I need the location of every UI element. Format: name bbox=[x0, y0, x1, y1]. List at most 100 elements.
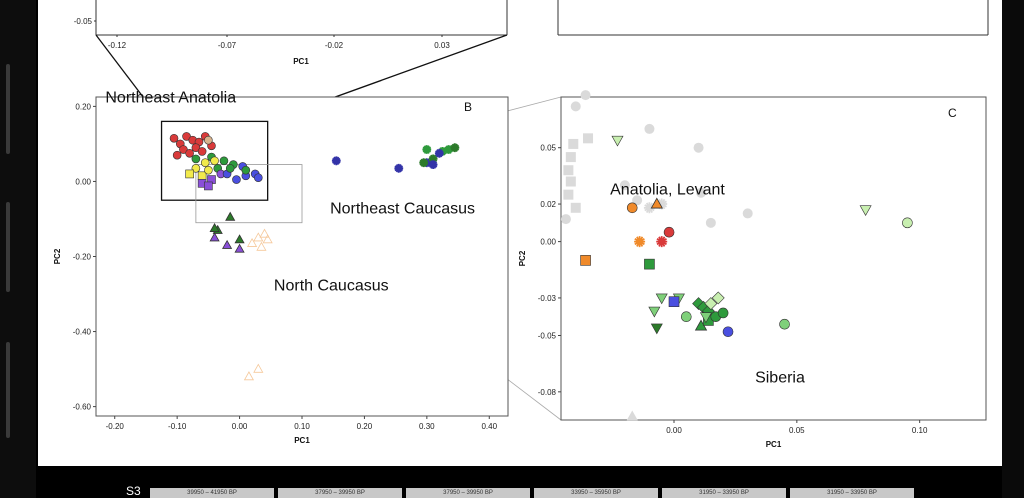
figure-page: -0.05 -0.12 -0.07 -0.02 0.03 PC1 -0.20 -0… bbox=[38, 0, 1002, 466]
data-point-triangleDown bbox=[648, 306, 661, 318]
data-point-triangle bbox=[262, 234, 273, 244]
y-tick-label: 0.00 bbox=[75, 177, 91, 186]
window-right-bar bbox=[1002, 0, 1024, 498]
data-point-triangle bbox=[209, 232, 220, 242]
panel-letter: B bbox=[464, 100, 472, 114]
panel-letter: C bbox=[948, 106, 957, 120]
data-point-diamond bbox=[704, 297, 718, 310]
y-axis-title: PC2 bbox=[518, 250, 527, 266]
data-point-circle bbox=[663, 226, 675, 238]
region-label: Siberia bbox=[755, 369, 805, 386]
data-point-circle bbox=[705, 217, 716, 228]
region-label: Anatolia, Levant bbox=[610, 182, 725, 199]
data-point-triangleDown bbox=[650, 323, 663, 335]
data-point-square bbox=[197, 171, 207, 181]
data-point-star bbox=[634, 236, 646, 248]
data-point-square bbox=[565, 152, 576, 163]
top-x-tick: -0.12 bbox=[108, 41, 127, 50]
data-point-star bbox=[428, 160, 438, 169]
data-point-triangle bbox=[256, 241, 267, 251]
x-tick-label: 0.30 bbox=[419, 422, 435, 431]
data-point-circle bbox=[560, 214, 571, 225]
top-x-tick: -0.02 bbox=[325, 41, 344, 50]
x-axis-title: PC1 bbox=[766, 440, 782, 449]
supplementary-table-strip: S3 39950 – 41950 BP 37950 – 39950 BP 379… bbox=[126, 484, 926, 498]
data-point-triangle bbox=[626, 410, 638, 421]
scroll-handle[interactable] bbox=[6, 342, 10, 438]
data-point-square bbox=[204, 181, 213, 191]
data-point-circle bbox=[626, 202, 638, 214]
data-point-circle bbox=[241, 165, 251, 175]
x-tick-label: 0.10 bbox=[912, 426, 928, 435]
data-point-circle bbox=[570, 101, 581, 112]
data-point-circle bbox=[232, 175, 241, 184]
table-label: S3 bbox=[126, 484, 141, 498]
y-tick-label: 0.00 bbox=[540, 238, 556, 247]
y-tick-label: -0.08 bbox=[538, 388, 557, 397]
scroll-handle[interactable] bbox=[6, 64, 10, 154]
data-point-triangleDown bbox=[611, 135, 624, 147]
data-point-star bbox=[394, 163, 404, 173]
data-point-triangleDown bbox=[699, 312, 712, 324]
data-point-square bbox=[644, 258, 655, 270]
data-point-circle bbox=[179, 145, 188, 154]
data-point-square bbox=[668, 296, 680, 307]
zoom-box-anatolia bbox=[160, 120, 269, 201]
data-point-circle bbox=[185, 148, 194, 158]
panel-c: 0.00 0.05 0.10 0.05 0.02 0.00 -0.03 -0.05 -0.08 P… bbox=[518, 90, 987, 449]
y-tick-label: -0.05 bbox=[538, 331, 557, 340]
data-point-circle bbox=[191, 143, 201, 152]
region-label: North Caucasus bbox=[274, 277, 389, 294]
data-point-star bbox=[450, 143, 460, 153]
data-point-circle bbox=[225, 164, 235, 173]
data-point-circle bbox=[717, 307, 729, 319]
y-axis-title: PC2 bbox=[53, 248, 62, 264]
data-point-star bbox=[656, 198, 668, 210]
x-axis-title: PC1 bbox=[294, 436, 310, 445]
data-point-circle bbox=[722, 326, 734, 338]
data-point-circle bbox=[619, 180, 630, 191]
data-point-circle bbox=[693, 142, 704, 153]
data-point-triangle bbox=[234, 234, 245, 244]
data-point-circle bbox=[644, 123, 655, 134]
y-tick-label: 0.02 bbox=[540, 200, 556, 209]
scroll-handle[interactable] bbox=[6, 202, 10, 292]
x-tick-label: 0.05 bbox=[789, 426, 805, 435]
data-point-square bbox=[580, 255, 591, 266]
region-label: Northeast Caucasus bbox=[330, 200, 475, 217]
data-point-circle bbox=[696, 187, 707, 198]
data-point-circle bbox=[254, 173, 263, 182]
data-point-circle bbox=[200, 158, 210, 167]
table-cell: 37950 – 39950 BP bbox=[278, 488, 402, 498]
x-tick-label: -0.20 bbox=[106, 422, 125, 431]
x-tick-label: 0.20 bbox=[357, 422, 373, 431]
data-point-star bbox=[419, 158, 429, 168]
data-point-triangleDown bbox=[859, 205, 872, 217]
data-point-circle bbox=[204, 165, 213, 175]
data-point-circle bbox=[680, 311, 692, 323]
data-point-star bbox=[444, 145, 454, 154]
data-point-circle bbox=[632, 195, 643, 206]
data-point-circle bbox=[169, 133, 179, 143]
data-point-square bbox=[568, 138, 579, 149]
top-panel-a: -0.05 -0.12 -0.07 -0.02 0.03 PC1 bbox=[74, 0, 508, 66]
plot-frame bbox=[95, 96, 509, 417]
data-point-square bbox=[185, 169, 194, 179]
y-tick-label: -0.03 bbox=[538, 294, 557, 303]
data-point-circle bbox=[172, 150, 182, 160]
table-cell: 39950 – 41950 BP bbox=[150, 488, 274, 498]
data-point-star bbox=[656, 236, 668, 248]
data-point-diamond bbox=[711, 291, 725, 305]
data-point-star bbox=[434, 148, 444, 158]
data-point-triangle bbox=[253, 363, 264, 373]
x-tick-label: 0.00 bbox=[666, 426, 682, 435]
data-point-triangle bbox=[225, 211, 236, 221]
data-point-triangle bbox=[650, 197, 663, 209]
window-left-bar bbox=[0, 0, 36, 498]
data-point-triangle bbox=[243, 371, 255, 381]
pca-figure: -0.05 -0.12 -0.07 -0.02 0.03 PC1 -0.20 -0… bbox=[53, 0, 989, 449]
table-cell: 31950 – 33950 BP bbox=[662, 488, 786, 498]
data-point-square bbox=[565, 176, 576, 187]
data-point-star bbox=[428, 154, 438, 164]
table-cell: 33950 – 35950 BP bbox=[534, 488, 658, 498]
